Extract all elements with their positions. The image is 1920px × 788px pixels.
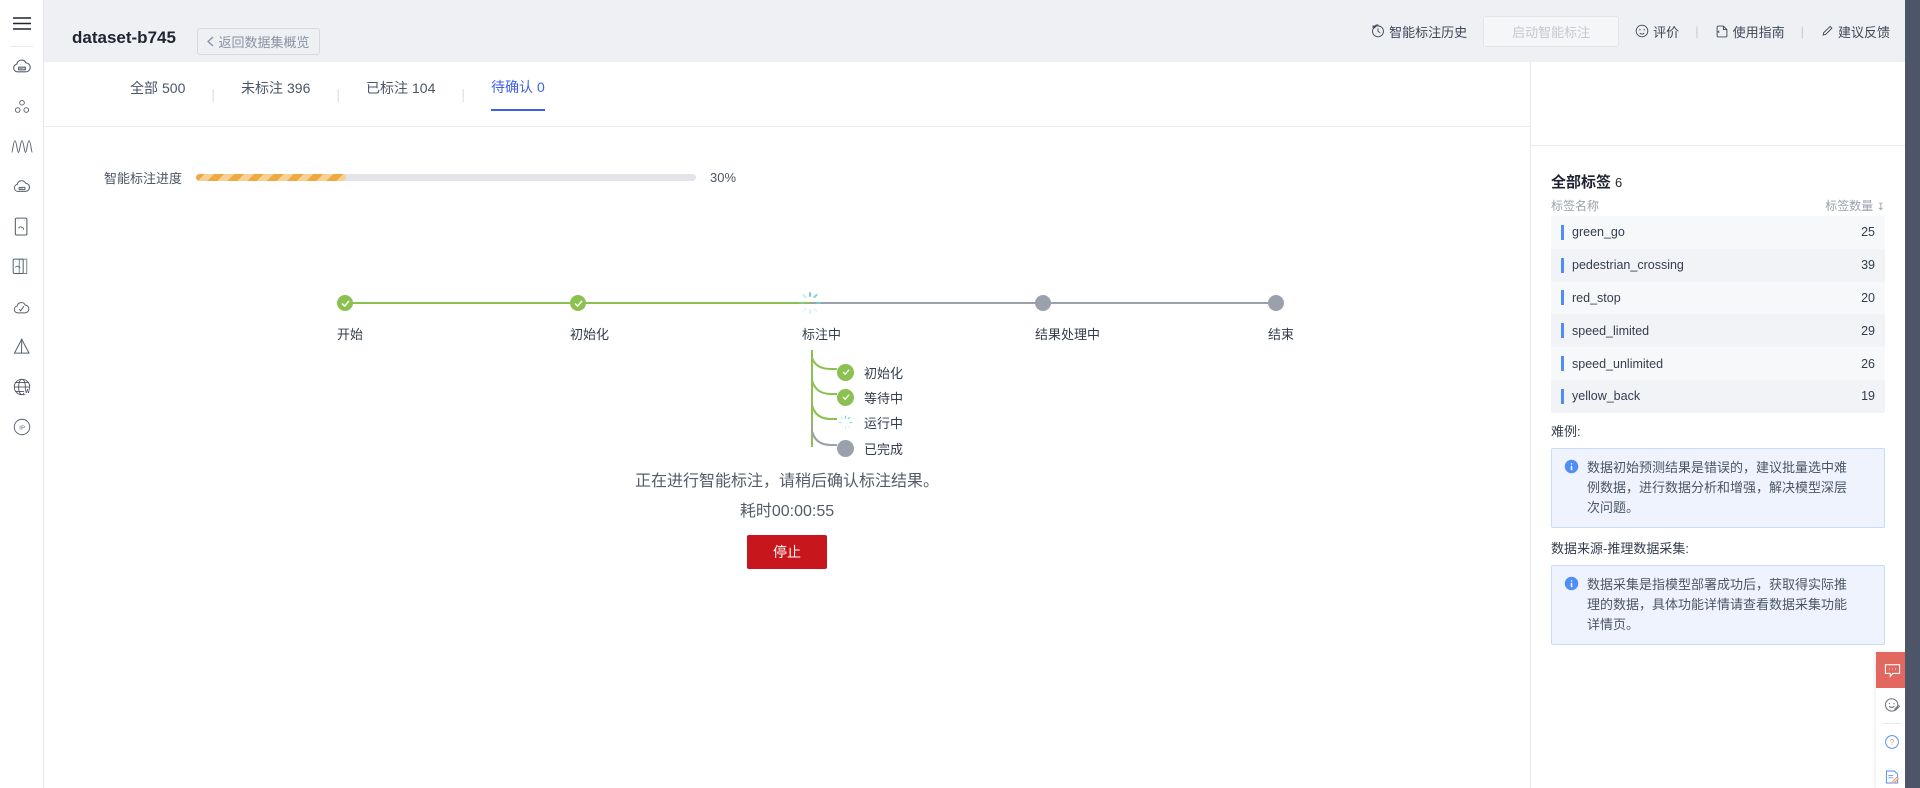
svg-text:IP: IP	[19, 425, 25, 431]
svg-text:W: W	[25, 389, 30, 395]
svg-text:?: ?	[1890, 738, 1895, 747]
